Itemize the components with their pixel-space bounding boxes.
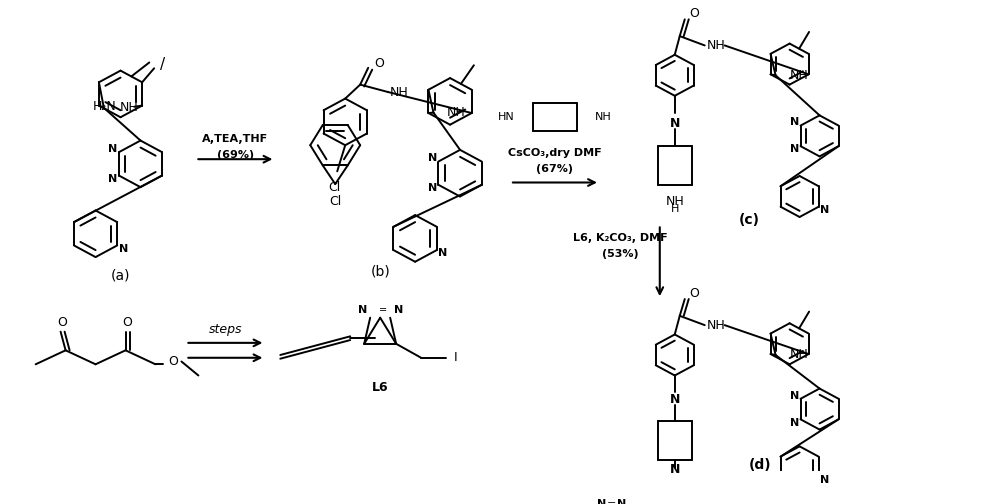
Text: O: O — [690, 287, 700, 300]
Text: NH: NH — [707, 319, 725, 332]
Text: Cl: Cl — [328, 180, 340, 194]
Text: L6, K₂CO₃, DMF: L6, K₂CO₃, DMF — [573, 233, 667, 243]
Text: N: N — [670, 393, 680, 406]
Text: N: N — [820, 205, 829, 215]
Text: NH: NH — [790, 69, 808, 82]
Text: (67%): (67%) — [536, 163, 573, 173]
Text: N: N — [670, 463, 680, 476]
Text: NH: NH — [446, 106, 465, 119]
Text: steps: steps — [209, 323, 242, 336]
Text: N: N — [790, 117, 799, 128]
Text: H: H — [671, 204, 679, 214]
Text: N: N — [617, 499, 626, 504]
Text: NH: NH — [595, 112, 612, 122]
Text: Cl: Cl — [329, 195, 341, 208]
Text: (d): (d) — [748, 458, 771, 472]
Text: NH: NH — [120, 101, 139, 114]
Text: N: N — [790, 145, 799, 154]
Text: O: O — [169, 355, 178, 368]
Text: A,TEA,THF: A,TEA,THF — [202, 134, 268, 144]
Text: N: N — [790, 418, 799, 427]
Text: (69%): (69%) — [217, 150, 254, 160]
Text: /: / — [160, 57, 165, 72]
Text: NH: NH — [665, 195, 684, 208]
Text: N: N — [670, 117, 680, 130]
Text: NH: NH — [390, 86, 409, 99]
Text: I: I — [454, 351, 458, 364]
Text: N: N — [438, 248, 447, 259]
Text: =: = — [379, 305, 387, 315]
Text: N: N — [597, 499, 606, 504]
Text: (53%): (53%) — [602, 249, 638, 259]
Text: N: N — [108, 174, 117, 184]
Text: (c): (c) — [739, 213, 760, 227]
Text: L6: L6 — [372, 381, 388, 394]
Text: HN: HN — [498, 112, 515, 122]
Text: N: N — [820, 475, 829, 485]
Text: N: N — [108, 144, 117, 154]
Text: CsCO₃,dry DMF: CsCO₃,dry DMF — [508, 148, 602, 158]
Text: O: O — [58, 316, 68, 329]
Text: O: O — [690, 7, 700, 20]
Text: N: N — [119, 244, 128, 254]
Text: (b): (b) — [370, 264, 390, 278]
Text: N: N — [394, 305, 403, 315]
Text: H₂N: H₂N — [92, 100, 116, 113]
Text: (a): (a) — [111, 269, 130, 283]
Text: =: = — [607, 499, 617, 504]
Text: N: N — [428, 153, 437, 163]
Text: N: N — [790, 391, 799, 401]
Text: O: O — [123, 316, 132, 329]
Text: NH: NH — [707, 39, 725, 52]
Text: N: N — [428, 183, 437, 193]
Text: NH: NH — [790, 348, 808, 361]
Text: N: N — [358, 305, 367, 315]
Text: O: O — [374, 56, 384, 70]
